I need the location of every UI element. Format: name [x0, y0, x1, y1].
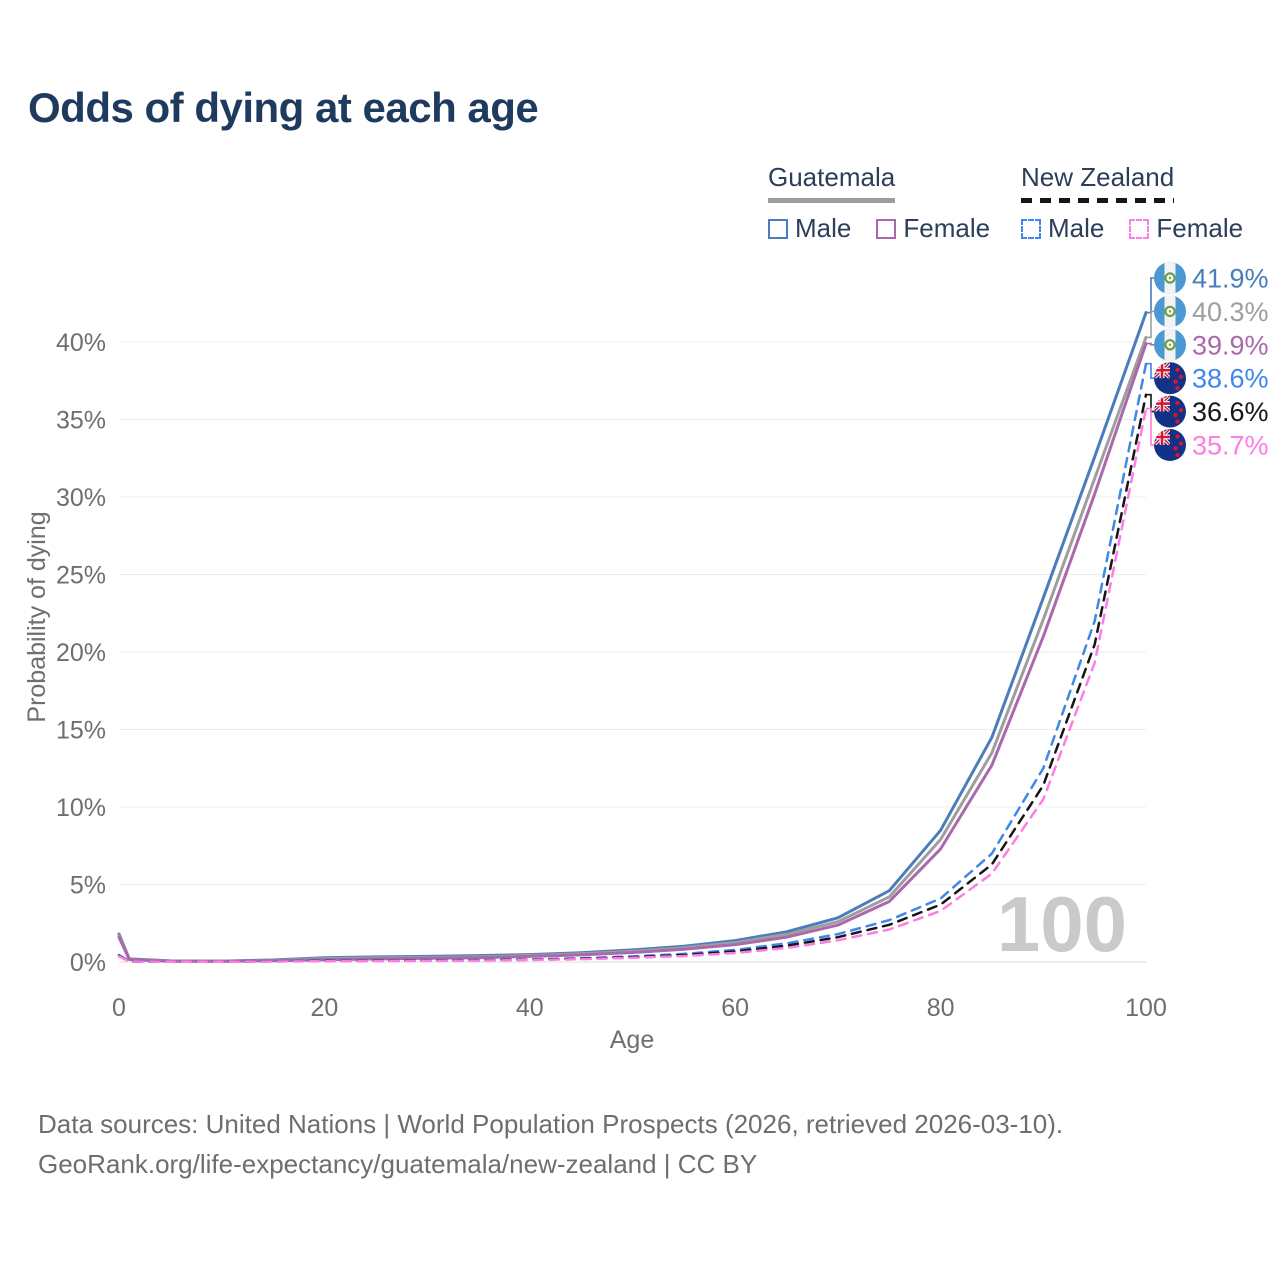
legend-group-new-zealand: New Zealand Male Female	[1021, 162, 1243, 244]
x-tick-label: 60	[721, 994, 749, 1022]
legend-item-guatemala-female[interactable]: Female	[876, 213, 990, 244]
flag-new-zealand-icon	[1154, 362, 1186, 394]
flag-guatemala-icon	[1154, 329, 1186, 361]
y-axis-title: Probability of dying	[23, 511, 51, 722]
end-labels: 41.9%40.3%39.9% 38.6%36.6% 35.7%	[1146, 262, 1269, 461]
end-label-value: 35.7%	[1192, 431, 1269, 461]
flag-guatemala-icon	[1154, 295, 1186, 327]
legend-items-row: Male Female	[1021, 213, 1243, 244]
y-tick-label: 15%	[56, 717, 106, 745]
x-tick-label: 20	[310, 994, 338, 1022]
series-line-new-zealand-male[interactable]	[117, 362, 1148, 964]
x-tick-label: 0	[112, 994, 126, 1022]
y-tick-label: 20%	[56, 639, 106, 667]
flag-guatemala-icon	[1154, 262, 1186, 294]
legend-swatch-icon	[876, 218, 897, 239]
series-line-new-zealand-all[interactable]	[117, 393, 1148, 964]
legend-group-title-guatemala[interactable]: Guatemala	[768, 162, 896, 192]
end-label-connector	[1146, 362, 1155, 379]
legend-swatch-icon	[1021, 218, 1041, 239]
legend-item-label: Male	[1048, 213, 1105, 243]
series-lines	[117, 311, 1148, 964]
footer-attribution: GeoRank.org/life-expectancy/guatemala/ne…	[38, 1149, 758, 1179]
series-line-new-zealand-female[interactable]	[117, 407, 1148, 964]
flag-new-zealand-icon	[1154, 429, 1186, 461]
legend-item-new-zealand-male[interactable]: Male	[1021, 213, 1104, 244]
x-axis-ticks: 0 20 40 60 80 100	[112, 994, 1167, 1022]
gridlines	[119, 341, 1146, 963]
x-tick-label: 80	[927, 994, 955, 1022]
page-title: Odds of dying at each age	[28, 84, 539, 131]
y-tick-label: 30%	[56, 484, 106, 512]
footer-sources: Data sources: United Nations | World Pop…	[38, 1109, 1064, 1139]
end-label-connector	[1146, 342, 1155, 346]
legend-items-row: Male Female	[768, 213, 990, 244]
y-axis-ticks: 0% 5% 10% 15% 20% 25% 30% 35% 40%	[56, 329, 106, 977]
x-tick-label: 100	[1125, 994, 1167, 1022]
end-label-connector	[1146, 310, 1155, 339]
x-axis-title: Age	[610, 1026, 654, 1054]
end-label-connector	[1146, 277, 1155, 314]
y-tick-label: 0%	[70, 949, 106, 977]
legend-group-guatemala: Guatemala Male Female	[768, 162, 990, 244]
legend-group-line-swatch	[768, 198, 896, 203]
legend-swatch-icon	[768, 218, 788, 239]
legend-item-label: Female	[903, 213, 991, 243]
end-label-connector	[1146, 393, 1155, 413]
flag-new-zealand-icon	[1154, 396, 1186, 428]
y-tick-label: 10%	[56, 794, 106, 822]
end-label-value: 41.9%	[1192, 264, 1269, 294]
legend-swatch-icon	[1129, 218, 1150, 239]
y-tick-label: 35%	[56, 407, 106, 435]
legend-item-label: Male	[795, 213, 852, 243]
end-label-value: 38.6%	[1192, 364, 1269, 394]
end-label-connector	[1146, 407, 1155, 446]
end-label-value: 39.9%	[1192, 330, 1269, 360]
footer: Data sources: United Nations | World Pop…	[38, 1104, 1063, 1184]
legend-group-line-swatch	[1021, 198, 1175, 203]
legend-group-title-new-zealand[interactable]: New Zealand	[1021, 162, 1175, 192]
y-tick-label: 25%	[56, 562, 106, 590]
legend-item-new-zealand-female[interactable]: Female	[1129, 213, 1243, 244]
series-line-guatemala-all[interactable]	[117, 335, 1148, 963]
y-tick-label: 5%	[70, 872, 106, 900]
watermark-age: 100	[997, 880, 1127, 968]
y-tick-label: 40%	[56, 329, 106, 357]
end-label-value: 36.6%	[1192, 397, 1269, 427]
legend-item-guatemala-male[interactable]: Male	[768, 213, 851, 244]
x-tick-label: 40	[516, 994, 544, 1022]
legend-item-label: Female	[1156, 213, 1244, 243]
end-label-value: 40.3%	[1192, 297, 1269, 327]
